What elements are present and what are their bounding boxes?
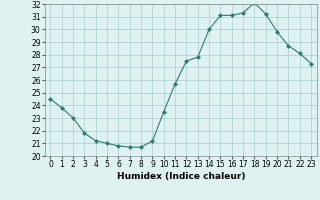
X-axis label: Humidex (Indice chaleur): Humidex (Indice chaleur) xyxy=(116,172,245,181)
